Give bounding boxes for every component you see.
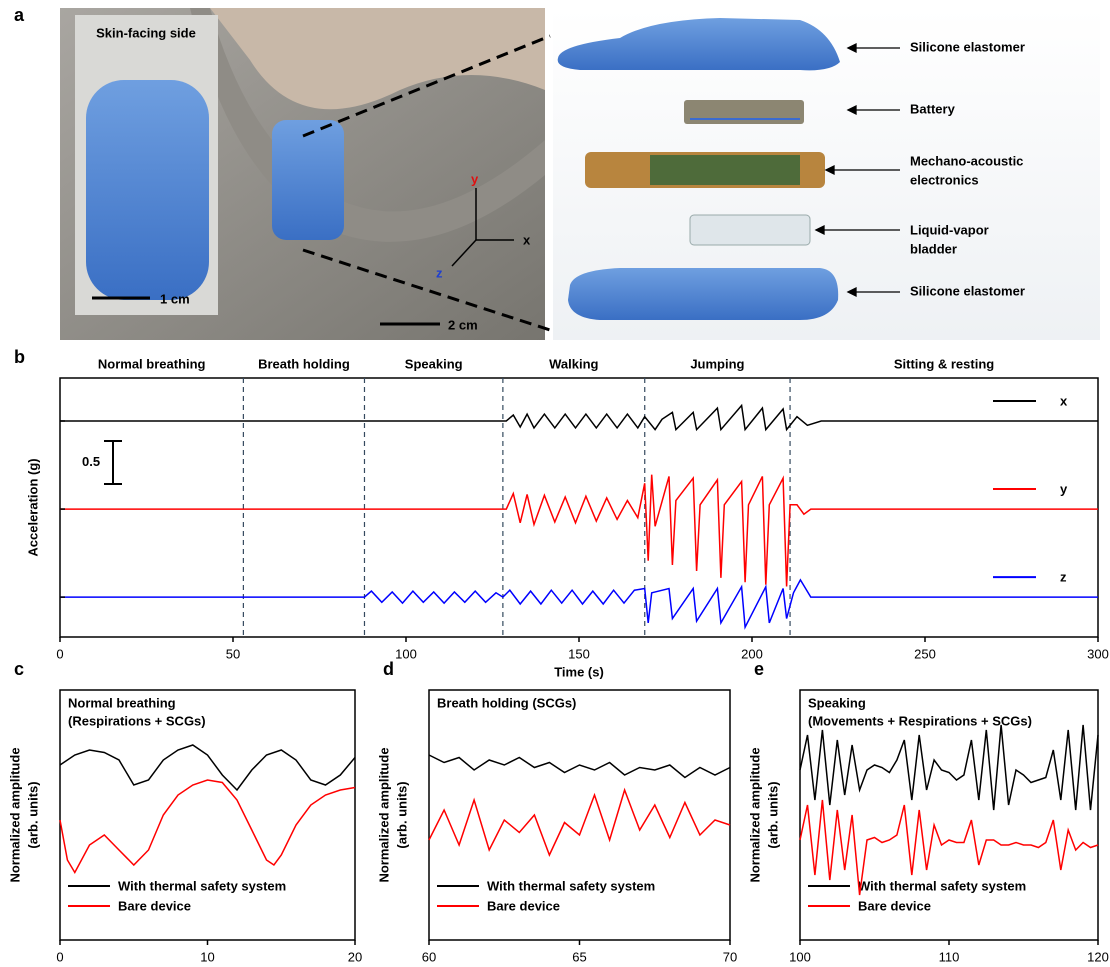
trace bbox=[429, 790, 730, 855]
axis-x: x bbox=[523, 232, 531, 247]
panel-label: a bbox=[14, 5, 25, 25]
chart-title: (Respirations + SCGs) bbox=[68, 713, 206, 728]
x-tick-label: 0 bbox=[56, 949, 63, 964]
legend-label: z bbox=[1060, 570, 1067, 585]
inset-title: Skin-facing side bbox=[96, 25, 196, 40]
chart-title: Speaking bbox=[808, 695, 866, 710]
layer-label: Silicone elastomer bbox=[910, 39, 1025, 54]
x-tick-label: 300 bbox=[1087, 646, 1109, 661]
y-axis-label: Normalized amplitude bbox=[376, 747, 391, 882]
x-tick-label: 100 bbox=[395, 646, 417, 661]
trace bbox=[60, 745, 355, 790]
trace bbox=[60, 580, 1098, 627]
trace bbox=[800, 725, 1098, 810]
x-axis-label: Time (s) bbox=[554, 664, 604, 679]
photo: x y z 2 cm Skin-facing side 1 cm bbox=[60, 8, 550, 340]
y-axis-label: Normalized amplitude bbox=[747, 747, 762, 882]
y-axis-label: Normalized amplitude bbox=[7, 747, 22, 882]
inset-device bbox=[86, 80, 209, 300]
layer-label: Battery bbox=[910, 101, 956, 116]
figure: a x y z 2 cm Skin-facing side 1 cm bbox=[0, 0, 1110, 967]
legend-label: With thermal safety system bbox=[858, 878, 1026, 893]
layer-label: Liquid-vapor bbox=[910, 222, 989, 237]
panel-label: e bbox=[754, 659, 764, 679]
x-tick-label: 250 bbox=[914, 646, 936, 661]
y-axis-label: (arb. units) bbox=[394, 781, 409, 848]
chart-title: Breath holding (SCGs) bbox=[437, 695, 576, 710]
section-label: Speaking bbox=[405, 356, 463, 371]
x-tick-label: 50 bbox=[226, 646, 240, 661]
section-label: Walking bbox=[549, 356, 598, 371]
y-axis-label: (arb. units) bbox=[25, 781, 40, 848]
legend-label: Bare device bbox=[487, 898, 560, 913]
x-tick-label: 100 bbox=[789, 949, 811, 964]
panel-label: d bbox=[383, 659, 394, 679]
legend-label: y bbox=[1060, 481, 1068, 496]
legend-label: With thermal safety system bbox=[118, 878, 286, 893]
axis-y: y bbox=[471, 171, 479, 186]
exploded-view: Silicone elastomer Battery Mechano-acous… bbox=[553, 8, 1100, 340]
x-tick-label: 110 bbox=[939, 949, 960, 964]
legend-label: x bbox=[1060, 393, 1068, 408]
legend-label: With thermal safety system bbox=[487, 878, 655, 893]
scale-label: 2 cm bbox=[448, 317, 478, 332]
trace bbox=[429, 755, 730, 778]
y-axis-label: Acceleration (g) bbox=[25, 458, 40, 556]
layer-label: bladder bbox=[910, 241, 957, 256]
x-tick-label: 0 bbox=[56, 646, 63, 661]
x-tick-label: 65 bbox=[572, 949, 586, 964]
section-label: Jumping bbox=[690, 356, 744, 371]
panel-label: c bbox=[14, 659, 24, 679]
trace bbox=[60, 475, 1098, 587]
chart-title: Normal breathing bbox=[68, 695, 176, 710]
layer-label: electronics bbox=[910, 172, 979, 187]
x-tick-label: 60 bbox=[422, 949, 436, 964]
section-label: Normal breathing bbox=[98, 356, 206, 371]
x-tick-label: 20 bbox=[348, 949, 362, 964]
legend-label: Bare device bbox=[858, 898, 931, 913]
device bbox=[272, 120, 344, 240]
x-tick-label: 10 bbox=[200, 949, 214, 964]
scale-label: 1 cm bbox=[160, 291, 190, 306]
section-label: Breath holding bbox=[258, 356, 350, 371]
axis-z: z bbox=[436, 265, 443, 280]
panel-label: b bbox=[14, 347, 25, 367]
layer-label: Mechano-acoustic bbox=[910, 153, 1023, 168]
layer-label: Silicone elastomer bbox=[910, 283, 1025, 298]
legend-label: Bare device bbox=[118, 898, 191, 913]
plot-frame bbox=[429, 690, 730, 940]
trace bbox=[60, 780, 355, 873]
scale-label: 0.5 bbox=[82, 454, 100, 469]
x-tick-label: 150 bbox=[568, 646, 590, 661]
chart-title: (Movements + Respirations + SCGs) bbox=[808, 713, 1032, 728]
x-tick-label: 120 bbox=[1087, 949, 1109, 964]
y-axis-label: (arb. units) bbox=[765, 781, 780, 848]
section-label: Sitting & resting bbox=[894, 356, 994, 371]
x-tick-label: 70 bbox=[723, 949, 737, 964]
trace bbox=[60, 406, 1098, 430]
